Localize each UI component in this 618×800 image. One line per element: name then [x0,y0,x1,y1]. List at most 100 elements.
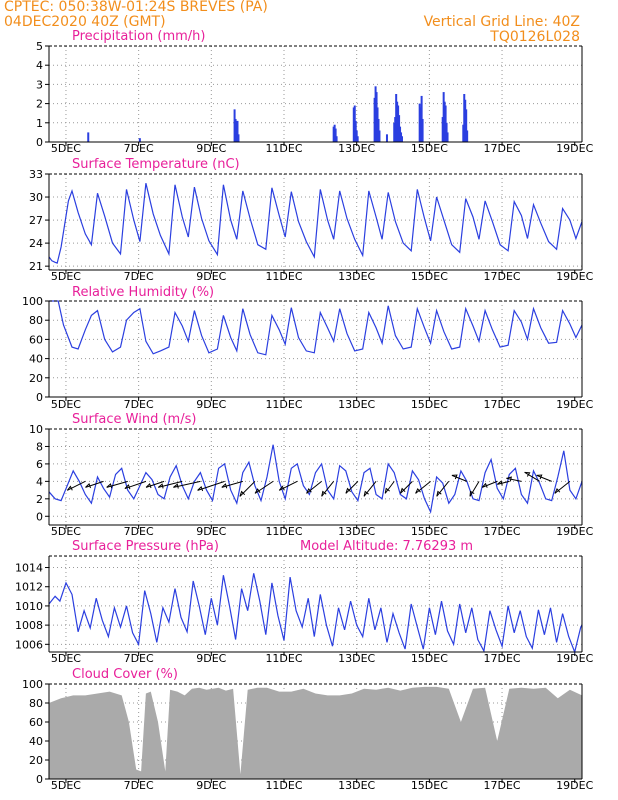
x-tick-label: 19DEC [556,398,593,411]
header-date: 04DEC2020 40Z (GMT) [4,14,166,30]
precip-bar [356,136,359,142]
x-tick-label: 15DEC [411,779,448,792]
cloud-area [49,686,582,779]
wind-vector [85,480,104,488]
header-code: TQ0126L028 [490,29,580,45]
x-tick-label: 5DEC [51,398,81,411]
wind-vector [436,481,450,497]
x-tick-label: 5DEC [51,525,81,538]
wind-vector [506,477,522,482]
x-tick-label: 9DEC [196,270,226,283]
x-tick-label: 17DEC [483,779,520,792]
wind-vector [239,481,256,497]
y-tick-label: 40 [29,353,43,366]
wind-vector [524,471,540,482]
x-tick-label: 9DEC [196,525,226,538]
x-tick-label: 19DEC [556,525,593,538]
wind-vector-head [436,490,442,497]
wind-vector [536,474,552,482]
y-tick-label: 1008 [15,619,43,632]
wind-vector-head [197,485,204,492]
wind-vector [254,480,274,494]
x-tick-label: 11DEC [265,142,302,155]
x-tick-label: 7DEC [124,779,154,792]
y-tick-label: 21 [29,260,43,273]
precip-bar [465,109,468,142]
wind-vector [415,480,431,494]
wind-vector-head [496,480,503,486]
x-tick-label: 5DEC [51,652,81,665]
wind-vector-head [524,471,531,477]
y-tick-label: 1006 [15,638,43,651]
wind-vector-head [254,488,261,494]
wind-vector-head [469,490,475,497]
precip-bar [355,130,358,142]
x-tick-label: 19DEC [556,652,593,665]
y-tick-label: 33 [29,168,43,181]
header-grid-note: Vertical Grid Line: 40Z [423,14,580,30]
y-tick-label: 60 [29,333,43,346]
y-tick-label: 0 [36,136,43,149]
y-tick-label: 5 [36,40,43,53]
wind-vector [124,480,147,490]
x-tick-label: 7DEC [124,270,154,283]
wind-vector-head [124,484,131,490]
wind-vector [469,481,480,497]
header-station: CPTEC: 050:38W-01:24S BREVES (PA) [4,0,268,15]
y-tick-label: 6 [36,458,43,471]
wind-vector [67,480,86,491]
y-tick-label: 10 [29,423,43,436]
wind-vector-head [481,482,488,488]
series-line [48,183,583,264]
wind-vector [497,480,510,485]
y-tick-label: 3 [36,78,43,91]
y-tick-label: 100 [22,295,43,308]
y-tick-label: 100 [22,678,43,691]
precip-bar [237,134,240,142]
series-line [48,444,583,514]
x-tick-label: 17DEC [483,652,520,665]
wind-vector-head [415,487,421,494]
series-line [49,300,583,356]
x-tick-label: 11DEC [265,525,302,538]
x-tick-label: 17DEC [483,398,520,411]
y-tick-label: 1014 [15,562,43,575]
wind-vector [400,481,413,494]
wind-vector-head [384,487,390,494]
y-tick-label: 1010 [15,600,43,613]
wind-vector-head [221,483,228,489]
wind-vector-head [239,490,246,497]
x-tick-label: 11DEC [265,652,302,665]
x-tick-label: 17DEC [483,270,520,283]
y-tick-label: 40 [29,735,43,748]
x-tick-label: 11DEC [265,270,302,283]
x-tick-label: 19DEC [556,779,593,792]
y-tick-label: 4 [36,475,43,488]
precip-bar [400,136,403,142]
wind-vector [321,481,335,497]
x-tick-label: 19DEC [556,270,593,283]
wind-vector-head [85,482,91,489]
wind-vector-head [554,487,561,494]
x-tick-label: 11DEC [265,779,302,792]
y-tick-label: 0 [36,391,43,404]
x-tick-label: 5DEC [51,779,81,792]
x-tick-label: 11DEC [265,398,302,411]
x-tick-label: 15DEC [411,652,448,665]
x-tick-label: 17DEC [483,142,520,155]
wind-vector-head [106,483,113,489]
x-tick-label: 9DEC [196,779,226,792]
wind-vector-head [157,483,164,489]
x-tick-label: 17DEC [483,525,520,538]
precip-bar [421,118,424,142]
y-tick-label: 4 [36,59,43,72]
y-tick-label: 8 [36,440,43,453]
x-tick-label: 19DEC [556,142,593,155]
panel-title: Precipitation (mm/h) [72,29,205,44]
wind-vector-head [66,485,73,491]
y-tick-label: 20 [29,372,43,385]
y-tick-label: 2 [36,493,43,506]
series-line [48,573,583,654]
y-tick-label: 1012 [15,581,43,594]
x-tick-label: 7DEC [124,398,154,411]
